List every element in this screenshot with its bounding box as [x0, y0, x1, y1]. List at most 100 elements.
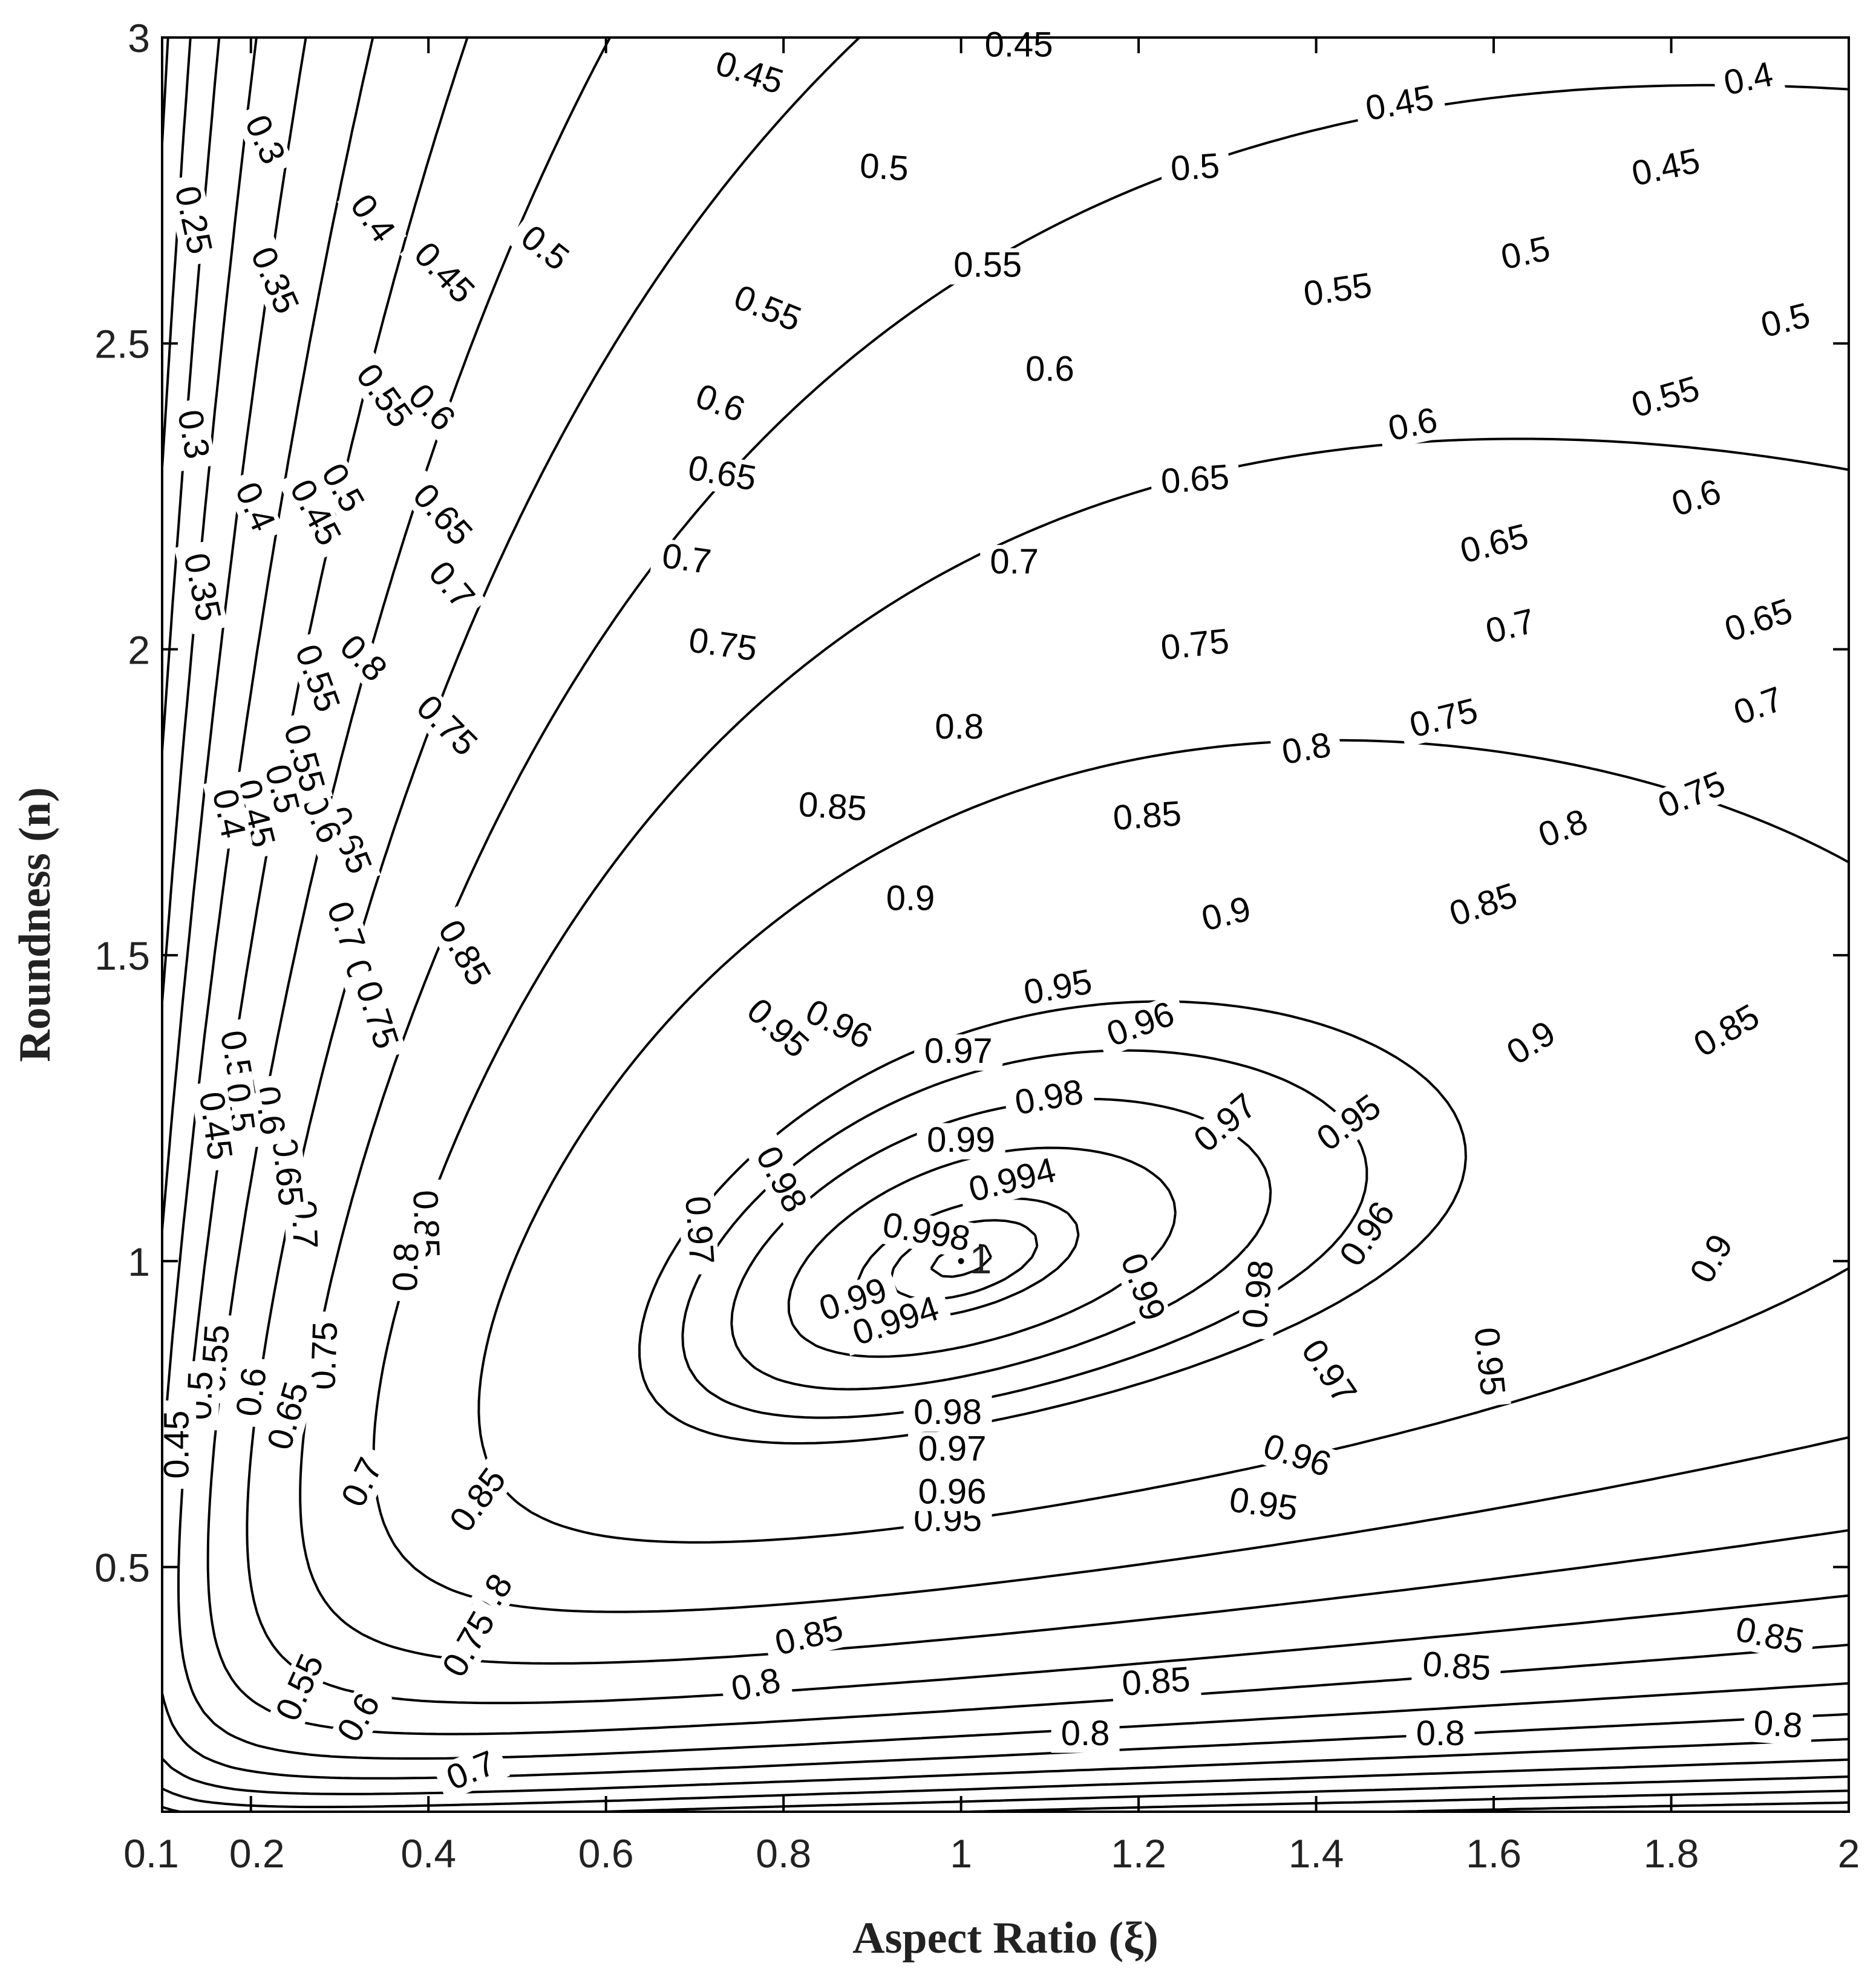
- x-tick-label: 1.4: [1289, 1831, 1344, 1876]
- contour-label: 0.55: [1292, 266, 1384, 315]
- contour-label-text: 0.6: [229, 1365, 275, 1419]
- contour-label-text: 0.7: [990, 542, 1039, 581]
- contour-label: 0.55: [943, 246, 1032, 285]
- contour-label: 0.8: [925, 707, 994, 746]
- contour-label: 0.96: [908, 1472, 996, 1511]
- contour-label: 0.7: [980, 542, 1049, 581]
- contour-label-text: 0.45: [985, 25, 1053, 65]
- axis-ticks: 0.1 0.2 0.4 0.6 0.8 1 1.2 1.4 1.6 1.8 2 0.5 1 1.5 2 2.5…: [94, 16, 1860, 1876]
- contour-label-text: 0.99: [927, 1120, 995, 1160]
- contour-label: 0.8: [1406, 1714, 1475, 1753]
- x-tick-label: 1.8: [1644, 1831, 1699, 1876]
- contour-label: 0.45: [157, 1400, 197, 1489]
- y-tick-label: 1: [128, 1239, 150, 1284]
- contour-label-text: 0.8: [1753, 1703, 1804, 1745]
- contour-label-text: 0.9: [886, 878, 935, 918]
- contour-label-text: 0.97: [924, 1031, 993, 1071]
- contour-label: 0.85: [1411, 1644, 1502, 1689]
- contour-label-text: 0.7: [659, 536, 713, 582]
- contour-label: 0.65: [1149, 457, 1241, 502]
- contour-label: 0.994: [955, 1150, 1070, 1212]
- contour-label-text: 0.85: [1421, 1644, 1492, 1688]
- contour-label-text: 0.8: [1416, 1714, 1465, 1753]
- contour-label-text: 0.97: [678, 1195, 722, 1265]
- contour-label-text: 0.6: [1025, 350, 1074, 389]
- contour-label-text: 0.65: [1160, 457, 1231, 501]
- y-tick-label: 3: [128, 16, 150, 60]
- peak-label: 1: [970, 1237, 992, 1282]
- plot-frame: [161, 36, 1850, 1813]
- contour-label: 0.7: [650, 536, 723, 583]
- contour-label: 0.6: [1376, 400, 1451, 451]
- contour-label-text: 0.85: [1120, 1659, 1191, 1703]
- contour-label: 0.97: [914, 1031, 1003, 1071]
- contour-label-text: 0.45: [192, 1089, 240, 1163]
- y-axis-label: Roundness (n): [10, 787, 60, 1062]
- contour-label-text: 0.55: [953, 246, 1022, 285]
- peak-marker: 1: [958, 1237, 992, 1282]
- y-tick-label: 2: [128, 627, 150, 672]
- contour-label-text: 0.8: [1061, 1714, 1110, 1753]
- contour-label: 0.95: [1217, 1480, 1310, 1530]
- contour-label: 0.85: [1102, 794, 1193, 838]
- x-tick-label: 1: [950, 1831, 972, 1876]
- x-tick-label: 1.6: [1466, 1831, 1521, 1876]
- contour-label-text: 0.85: [797, 785, 868, 829]
- x-tick-label: 0.8: [756, 1831, 811, 1876]
- contour-label-text: 0.85: [1112, 794, 1183, 838]
- y-tick-label: 0.5: [94, 1545, 150, 1590]
- contour-label: 0.95: [1465, 1316, 1513, 1408]
- contour-label: 0.75: [676, 620, 770, 670]
- contour-label-text: 0.95: [1466, 1325, 1512, 1397]
- peak-point: [958, 1258, 964, 1264]
- contour-label-text: 0.5: [858, 146, 910, 188]
- contour-label: 0.98: [1235, 1249, 1282, 1340]
- x-tick-label: 0.2: [229, 1831, 285, 1876]
- x-axis-label: Aspect Ratio (ξ): [852, 1913, 1159, 1963]
- contour-label: 0.98: [1002, 1072, 1096, 1125]
- contour-label: 0.85: [787, 785, 878, 829]
- contour-label: 0.8: [385, 1232, 427, 1302]
- contour-line-0_9: [477, 739, 1849, 1544]
- contour-label: 0.4: [1711, 54, 1786, 105]
- x-tick-label: 0.6: [578, 1831, 634, 1876]
- contour-label: 0.75: [1149, 621, 1241, 668]
- contour-label-text: 0.3: [170, 407, 217, 462]
- contour-label: 0.8: [1742, 1703, 1814, 1746]
- contour-label: 0.85: [1111, 1659, 1201, 1704]
- contour-label: 0.9: [1189, 889, 1264, 941]
- contour-label: 0.8: [719, 1660, 794, 1711]
- contour-label: 0.9: [876, 878, 945, 918]
- contour-label: 0.8: [1270, 725, 1344, 774]
- contour-label: 0.5: [1160, 146, 1231, 189]
- contour-label-text: 0.98: [913, 1393, 982, 1432]
- contour-label-text: 0.75: [687, 620, 760, 668]
- contour-label: 0.99: [917, 1120, 1005, 1160]
- x-tick-label: 2: [1838, 1831, 1860, 1876]
- x-tick-label: 1.2: [1111, 1831, 1166, 1876]
- contour-label: 0.3: [168, 397, 217, 472]
- contour-label-text: 0.5: [1169, 146, 1221, 188]
- contour-label: 0.8: [1051, 1714, 1120, 1753]
- contour-label-text: 0.55: [1301, 266, 1374, 314]
- contour-label-text: 0.95: [1227, 1480, 1300, 1528]
- contour-label: 0.97: [677, 1184, 722, 1276]
- contour-label-text: 0.45: [157, 1411, 197, 1479]
- contour-label-text: 0.65: [265, 1136, 311, 1208]
- contour-label: 0.45: [190, 1080, 240, 1172]
- contour-label: 0.5: [1748, 295, 1823, 348]
- contour-label-text: 0.8: [935, 707, 984, 746]
- x-tick-label: 0.1: [123, 1831, 179, 1876]
- y-tick-label: 2.5: [94, 322, 150, 367]
- contour-label: 0.97: [908, 1429, 996, 1469]
- contour-label-text: 0.98: [1235, 1258, 1281, 1330]
- contour-label: 0.45: [975, 25, 1063, 65]
- contour-label-text: 0.96: [918, 1472, 987, 1511]
- contour-label: 0.6: [1015, 350, 1084, 389]
- contour-label-text: 0.75: [1159, 621, 1231, 667]
- contour-label: 0.5: [848, 146, 920, 189]
- contour-label: 0.65: [264, 1126, 311, 1218]
- contour-label: 0.98: [903, 1393, 992, 1432]
